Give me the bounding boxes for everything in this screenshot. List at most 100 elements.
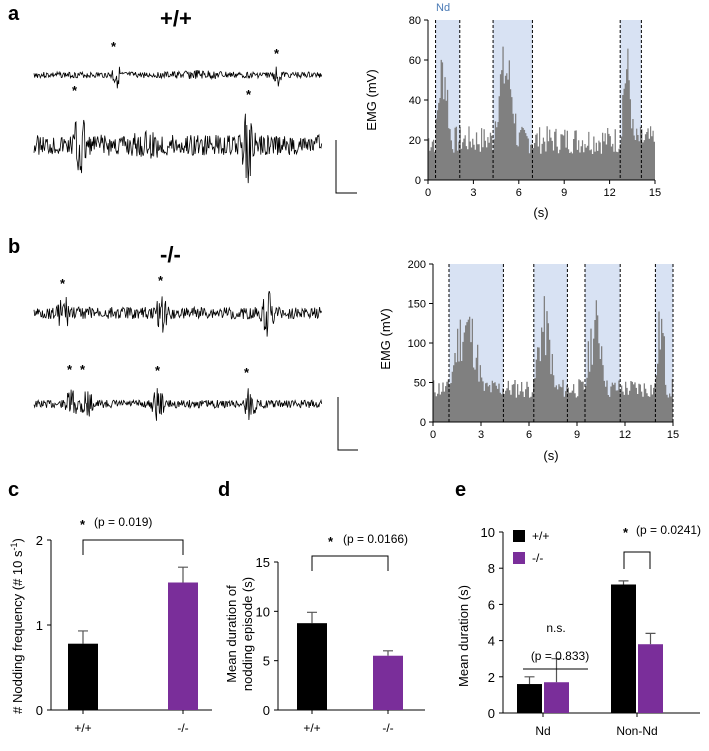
d-y-tick-label-0: 0: [263, 703, 270, 718]
emg-b-xlabel: (s): [543, 448, 558, 463]
y-tick-label-0: 0: [420, 417, 426, 429]
e-bar-0-1: [611, 584, 636, 713]
y-tick-label-4: 200: [408, 259, 426, 271]
y-tick-label-0: 0: [415, 175, 421, 187]
trace-b1-marker-1: *: [60, 276, 66, 291]
y-tick-label-2: 40: [409, 95, 421, 107]
c-y-tick-label-0: 0: [36, 703, 43, 718]
c-x-label-0: +/+: [74, 721, 91, 735]
d-x-label-0: +/+: [303, 721, 320, 735]
trace-b2: [33, 388, 323, 421]
emg-series: [428, 46, 655, 180]
x-tick-label-0: 0: [430, 429, 436, 441]
y-tick-label-2: 100: [408, 338, 426, 350]
panel-d-letter: d: [218, 479, 230, 501]
panel-a-emg-chart: Nd 0 3 6 9 12 15 0 20 40 60 80 EMG (mV) (s): [364, 2, 661, 220]
e-x-label-1: Non-Nd: [616, 724, 657, 738]
x-tick-label-2: 6: [516, 187, 522, 199]
x-tick-label-1: 3: [470, 187, 476, 199]
e-error-0-1: [618, 580, 629, 585]
d-ylabel-line2: nodding episode (s): [240, 577, 255, 691]
e-bar-0-0: [517, 684, 542, 713]
c-sig-marker: *: [80, 517, 86, 532]
d-ylabel-line1: Mean duration of: [224, 585, 239, 683]
d-bar-0: [297, 623, 327, 710]
trace-b2-marker-4: *: [244, 365, 250, 380]
e-legend-swatch-ko: [513, 552, 525, 564]
trace-a1: [33, 66, 323, 89]
c-y-tick-label-2: 2: [36, 533, 43, 548]
e-sig-marker: *: [623, 525, 629, 540]
d-error-1: [383, 650, 393, 656]
e-error-0-0: [524, 676, 535, 685]
trace-a2-marker-2: *: [246, 87, 252, 102]
x-tick-label-2: 6: [526, 429, 532, 441]
e-bar-1-1: [638, 644, 663, 713]
emg-series: [433, 296, 673, 422]
panel-e-bar-chart: Mean duration (s) 0 2 4 6 8 10 Nd Non-Nd +/+ -/…: [456, 523, 701, 738]
panel-a-scale-bar: [335, 140, 357, 194]
trace-a1-marker-1: *: [111, 39, 117, 54]
d-sig-bracket: [311, 555, 389, 571]
d-sig-marker: *: [328, 534, 334, 549]
d-y-tick-label-1: 5: [263, 654, 270, 669]
c-sig-bracket: [82, 539, 184, 555]
d-sig-p: (p = 0.0166): [343, 532, 408, 546]
e-y-tick-label-4: 8: [488, 561, 495, 576]
e-legend-label-ko: -/-: [532, 551, 543, 565]
e-y-tick-label-2: 4: [488, 634, 495, 649]
panel-b-genotype: -/-: [160, 242, 181, 267]
x-tick-label-0: 0: [425, 187, 431, 199]
e-error-1-1: [645, 632, 656, 645]
emg-bars: [433, 296, 673, 422]
c-x-label-1: -/-: [177, 721, 188, 735]
nd-label: Nd: [436, 2, 450, 14]
d-y-tick-label-2: 10: [256, 604, 270, 619]
c-ylabel: # Nodding frequency (# 10 s-1): [9, 538, 25, 714]
x-tick-label-5: 15: [649, 187, 661, 199]
emg-a-ylabel: EMG (mV): [364, 69, 379, 130]
y-tick-label-1: 20: [409, 135, 421, 147]
e-legend-label-wt: +/+: [532, 529, 549, 543]
c-sig-p: (p = 0.019): [94, 515, 152, 529]
panel-a-genotype: +/+: [160, 6, 192, 31]
c-plot: 0 1 2 +/+ -/-: [36, 533, 212, 735]
d-bar-1: [373, 655, 403, 710]
c-error-1: [178, 566, 188, 583]
panel-b-letter: b: [8, 236, 20, 258]
e-bar-1-0: [544, 682, 569, 713]
panel-a-raw-traces: [33, 66, 323, 184]
panel-d-bar-chart: Mean duration of nodding episode (s) 0 5 1…: [224, 532, 425, 735]
emg-axes: 0 3 6 9 12 15 0 20 40 60 80: [409, 15, 661, 199]
c-bar-0: [68, 643, 98, 710]
panel-b-raw-traces: [33, 290, 323, 421]
e-sig-p: (p = 0.0241): [636, 523, 701, 537]
emg-b-ylabel: EMG (mV): [378, 308, 393, 369]
d-plot: 0 5 10 15 +/+ -/-: [256, 555, 425, 735]
x-tick-label-5: 15: [667, 429, 679, 441]
trace-b2-marker-2: *: [80, 362, 86, 377]
panel-e-letter: e: [455, 479, 466, 501]
panel-b-scale-bar: [337, 397, 358, 451]
x-tick-label-4: 12: [603, 187, 615, 199]
emg-a-xlabel: (s): [533, 205, 548, 220]
d-x-label-1: -/-: [382, 721, 393, 735]
y-tick-label-3: 60: [409, 55, 421, 67]
e-y-tick-label-0: 0: [488, 706, 495, 721]
panel-c-bar-chart: # Nodding frequency (# 10 s-1) 0 1 2 +/+ -/-…: [9, 515, 212, 735]
e-ns-p: (p = 0.833): [531, 649, 589, 663]
x-tick-label-4: 12: [619, 429, 631, 441]
nd-boundaries: [448, 264, 674, 422]
nd-boundaries: [435, 20, 642, 180]
x-tick-label-1: 3: [478, 429, 484, 441]
e-x-label-0: Nd: [535, 724, 550, 738]
d-error-0: [307, 611, 317, 624]
e-error-1-0: [551, 658, 562, 683]
e-sig-bracket: [623, 551, 651, 569]
e-ns-text: n.s.: [546, 621, 565, 635]
panel-a-letter: a: [8, 3, 20, 25]
y-tick-label-1: 50: [414, 378, 426, 390]
e-y-tick-label-3: 6: [488, 597, 495, 612]
